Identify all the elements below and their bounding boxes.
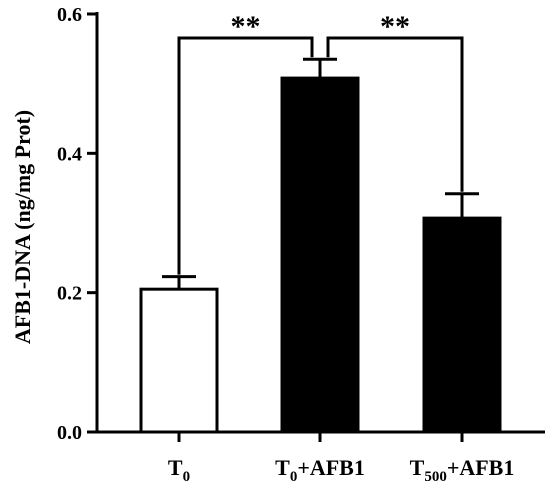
category-label-0: T0	[168, 455, 190, 485]
category-label-1: T0+AFB1	[275, 455, 365, 485]
bar-0	[141, 289, 217, 432]
y-tick-label-0: 0.0	[57, 422, 82, 444]
y-tick-label-2: 0.4	[57, 143, 82, 165]
y-tick-label-3: 0.6	[57, 4, 82, 26]
bars	[141, 78, 500, 432]
y-axis-label: AFB1-DNA (ng/mg Prot)	[10, 110, 35, 344]
bar-1	[282, 78, 358, 432]
y-tick-label-1: 0.2	[57, 283, 82, 305]
bar-2	[424, 218, 500, 432]
significance-label-1: **	[380, 10, 410, 43]
significance-label-0: **	[231, 10, 261, 43]
category-label-2: T500+AFB1	[410, 455, 515, 485]
